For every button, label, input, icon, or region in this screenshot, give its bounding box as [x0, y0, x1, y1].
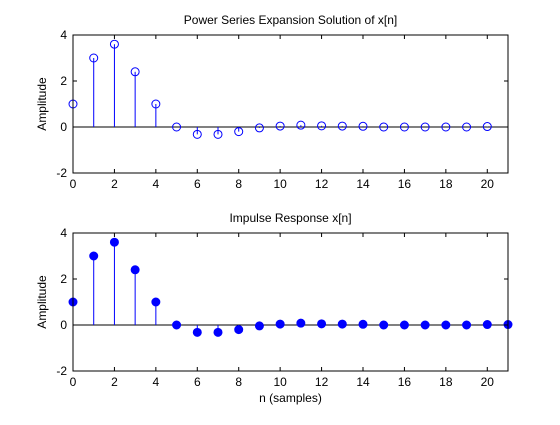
y-tick-label: 4 [60, 226, 67, 240]
stem-marker [109, 237, 119, 247]
x-tick-label: 2 [111, 177, 118, 191]
x-tick-label: 20 [481, 177, 495, 191]
y-tick-label: 2 [60, 74, 67, 88]
x-tick-label: 10 [273, 375, 287, 389]
stem-marker [337, 121, 347, 131]
stem-marker [234, 127, 244, 137]
x-tick-label: 12 [315, 375, 329, 389]
stem-marker [151, 297, 161, 307]
x-tick-label: 4 [153, 375, 160, 389]
x-tick-label: 18 [439, 177, 453, 191]
stem-marker [192, 129, 202, 139]
stem-marker [420, 320, 430, 330]
y-tick-label: 4 [60, 28, 67, 42]
plot-frame [72, 232, 509, 372]
stem-marker [482, 122, 492, 132]
stem-marker [399, 122, 409, 132]
stem-marker [254, 123, 264, 133]
x-tick-label: 14 [356, 177, 370, 191]
stem-marker [151, 99, 161, 109]
x-tick-label: 0 [70, 375, 77, 389]
y-tick-label: 0 [60, 120, 67, 134]
stem-marker [130, 67, 140, 77]
stem-marker [213, 129, 223, 139]
plot-frame [72, 34, 509, 174]
x-tick-label: 4 [153, 177, 160, 191]
x-tick-label: 8 [235, 375, 242, 389]
chart-impulse-response: Impulse Response x[n] Amplitude n (sampl… [35, 211, 513, 405]
stem-marker [296, 318, 306, 328]
stem-marker [441, 320, 451, 330]
stem-marker [296, 120, 306, 130]
x-tick-label: 16 [398, 177, 412, 191]
stem-marker [337, 319, 347, 329]
y-tick-label: -2 [56, 166, 67, 180]
x-tick-label: 8 [235, 177, 242, 191]
stem-marker [130, 265, 140, 275]
y-tick-label: -2 [56, 364, 67, 378]
stem-marker [358, 319, 368, 329]
stem-marker [89, 53, 99, 63]
x-tick-label: 18 [439, 375, 453, 389]
stem-marker [462, 320, 472, 330]
stem-marker [317, 121, 327, 131]
stem-marker [109, 39, 119, 49]
stem-marker [172, 122, 182, 132]
stem-marker [379, 320, 389, 330]
x-axis-label: n (samples) [259, 391, 322, 405]
stem-marker [275, 121, 285, 131]
stem-marker [254, 321, 264, 331]
stem-marker [399, 320, 409, 330]
x-tick-label: 6 [194, 375, 201, 389]
x-tick-label: 20 [481, 375, 495, 389]
x-tick-label: 12 [315, 177, 329, 191]
chart-title: Impulse Response x[n] [229, 211, 351, 225]
stem-marker [358, 121, 368, 131]
x-tick-label: 0 [70, 177, 77, 191]
y-tick-label: 0 [60, 318, 67, 332]
stem-marker [420, 122, 430, 132]
stem-marker [234, 325, 244, 335]
stem-marker [192, 327, 202, 337]
stem-marker [275, 319, 285, 329]
stem-series [68, 237, 513, 337]
stem-marker [482, 320, 492, 330]
chart-title: Power Series Expansion Solution of x[n] [184, 13, 397, 27]
stem-marker [89, 251, 99, 261]
chart-power-series: Power Series Expansion Solution of x[n] … [35, 13, 509, 191]
stem-marker [213, 327, 223, 337]
stem-marker [379, 122, 389, 132]
stem-marker [462, 122, 472, 132]
stem-marker [441, 122, 451, 132]
y-axis-label: Amplitude [35, 77, 49, 131]
x-tick-label: 14 [356, 375, 370, 389]
y-tick-label: 2 [60, 272, 67, 286]
y-axis-label: Amplitude [35, 275, 49, 329]
x-tick-label: 2 [111, 375, 118, 389]
x-tick-label: 10 [273, 177, 287, 191]
stem-marker [317, 319, 327, 329]
stem-marker [172, 320, 182, 330]
x-tick-label: 6 [194, 177, 201, 191]
x-tick-label: 16 [398, 375, 412, 389]
